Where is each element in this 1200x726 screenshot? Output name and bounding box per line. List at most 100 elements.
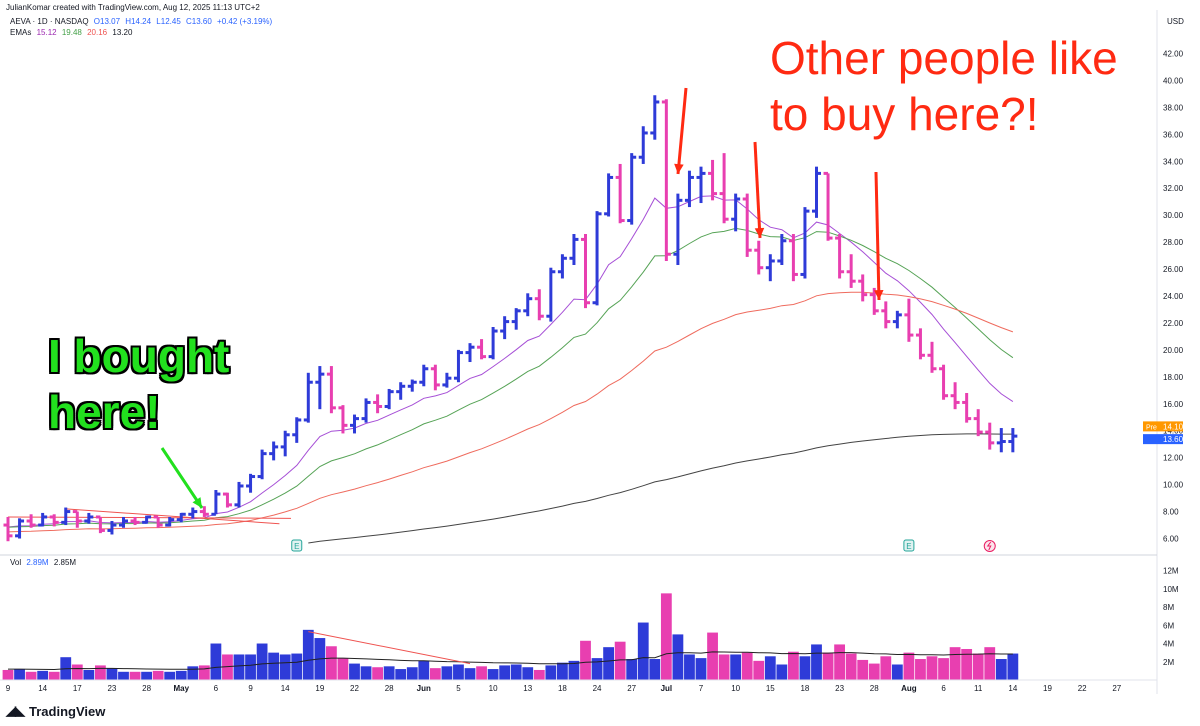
annotation-line-1: Other people like xyxy=(770,32,1118,84)
volume-bar xyxy=(233,654,245,680)
time-tick-label: 6 xyxy=(941,684,946,693)
volume-bar xyxy=(764,656,776,680)
volume-bar xyxy=(499,665,511,680)
price-label-value: 14.10 xyxy=(1163,422,1184,431)
earnings-icon-letter: E xyxy=(906,542,911,551)
low-value: L12.45 xyxy=(156,17,181,26)
ohlc-bar xyxy=(49,514,59,527)
volume-bar xyxy=(522,667,534,680)
volume-bar xyxy=(591,658,603,680)
time-tick-label: 10 xyxy=(731,684,740,693)
volume-bar xyxy=(453,664,464,680)
annotation-line-2: to buy here?! xyxy=(770,88,1039,140)
volume-bar xyxy=(83,669,95,680)
volume-bar xyxy=(476,666,487,680)
ohlc-bar xyxy=(442,372,452,388)
volume-bar xyxy=(672,634,684,680)
ohlc-bar xyxy=(788,234,798,282)
ohlc-bar xyxy=(719,153,729,224)
ohlc-bars xyxy=(3,95,1018,542)
close-value: C13.60 xyxy=(186,17,212,26)
ema-legend[interactable]: EMAs 15.12 19.48 20.16 13.20 xyxy=(10,28,135,37)
ema-label: EMAs xyxy=(10,28,32,37)
time-tick-label: 28 xyxy=(142,684,151,693)
time-tick-label: 22 xyxy=(350,684,359,693)
ohlc-bar xyxy=(384,388,394,410)
ohlc-bar xyxy=(119,516,128,528)
arrow-red-1 xyxy=(674,87,688,175)
ohlc-bar xyxy=(188,507,198,519)
ohlc-bar xyxy=(696,166,706,204)
annotation-line-2: here! xyxy=(48,386,161,438)
time-tick-label: 18 xyxy=(558,684,567,693)
volume-bar xyxy=(372,667,383,680)
ohlc-bar xyxy=(731,193,741,232)
price-tick-label: 32.00 xyxy=(1163,184,1184,193)
volume-bar xyxy=(187,666,199,680)
volume-bar xyxy=(360,666,372,680)
price-tick-label: 18.00 xyxy=(1163,373,1184,382)
symbol-legend[interactable]: AEVA · 1D · NASDAQ O13.07 H14.24 L12.45 … xyxy=(10,17,275,26)
price-label-box xyxy=(1143,434,1183,445)
volume-tick-label: 2M xyxy=(1163,658,1174,667)
ohlc-bar xyxy=(846,254,856,288)
ohlc-bar xyxy=(638,126,648,164)
ohlc-bar xyxy=(592,211,602,306)
volume-bar xyxy=(972,653,984,680)
volume-bar xyxy=(626,659,638,680)
ohlc-bar xyxy=(292,417,302,443)
volume-bar xyxy=(406,667,418,680)
volume-bar xyxy=(245,654,256,680)
volume-legend[interactable]: Vol 2.89M 2.85M xyxy=(10,558,79,567)
ema-200-line xyxy=(308,433,1013,544)
ohlc-bar xyxy=(835,234,845,279)
volume-bar xyxy=(753,660,765,680)
ohlc-bar xyxy=(985,422,995,450)
earnings-icon-letter: E xyxy=(294,542,299,551)
arrow-red-2 xyxy=(753,141,765,239)
volume-bar xyxy=(822,652,834,680)
ohlc-bar xyxy=(419,364,429,387)
ohlc-bar xyxy=(823,171,833,241)
vol-label: Vol xyxy=(10,558,22,567)
ohlc-bar xyxy=(939,364,949,400)
arrow-head xyxy=(674,163,684,174)
ohlc-bar xyxy=(765,254,775,282)
axes: USD6.008.0010.0012.0014.0016.0018.0020.0… xyxy=(0,10,1184,694)
ohlc-bar xyxy=(996,428,1006,453)
volume-bar xyxy=(614,641,626,680)
tradingview-logo[interactable]: ◢◣ TradingView xyxy=(6,703,105,719)
arrow-shaft xyxy=(874,171,881,301)
ohlc-bar xyxy=(500,316,510,340)
volume-bar xyxy=(949,647,961,680)
volume-bar xyxy=(707,632,718,680)
ohlc-bar xyxy=(661,99,671,261)
time-tick-label: 17 xyxy=(73,684,82,693)
ohlc-bar xyxy=(338,405,348,434)
ema-value-4: 13.20 xyxy=(112,28,133,37)
ohlc-bar xyxy=(673,193,683,266)
vol-value-2: 2.85M xyxy=(53,558,77,567)
volume-bar xyxy=(533,669,545,680)
price-tick-label: 8.00 xyxy=(1163,508,1179,517)
volume-bar xyxy=(845,653,857,680)
time-tick-label: 6 xyxy=(214,684,219,693)
ohlc-bar xyxy=(1008,428,1018,453)
volume-bar xyxy=(395,669,407,680)
open-value: O13.07 xyxy=(93,17,121,26)
volume-bar xyxy=(788,651,799,680)
volume-bar xyxy=(903,652,915,680)
ohlc-bar xyxy=(142,515,152,524)
volume-bar xyxy=(1007,653,1019,680)
ohlc-bar xyxy=(581,234,590,309)
volume-bar xyxy=(37,670,49,680)
volume-bar xyxy=(776,664,788,680)
ohlc-bar xyxy=(26,514,36,528)
time-tick-label: 14 xyxy=(281,684,290,693)
price-tick-label: 28.00 xyxy=(1163,238,1184,247)
arrow-head xyxy=(192,497,202,508)
time-tick-label: 27 xyxy=(1112,684,1121,693)
volume-bar xyxy=(660,593,672,680)
ohlc-bar xyxy=(858,274,868,302)
